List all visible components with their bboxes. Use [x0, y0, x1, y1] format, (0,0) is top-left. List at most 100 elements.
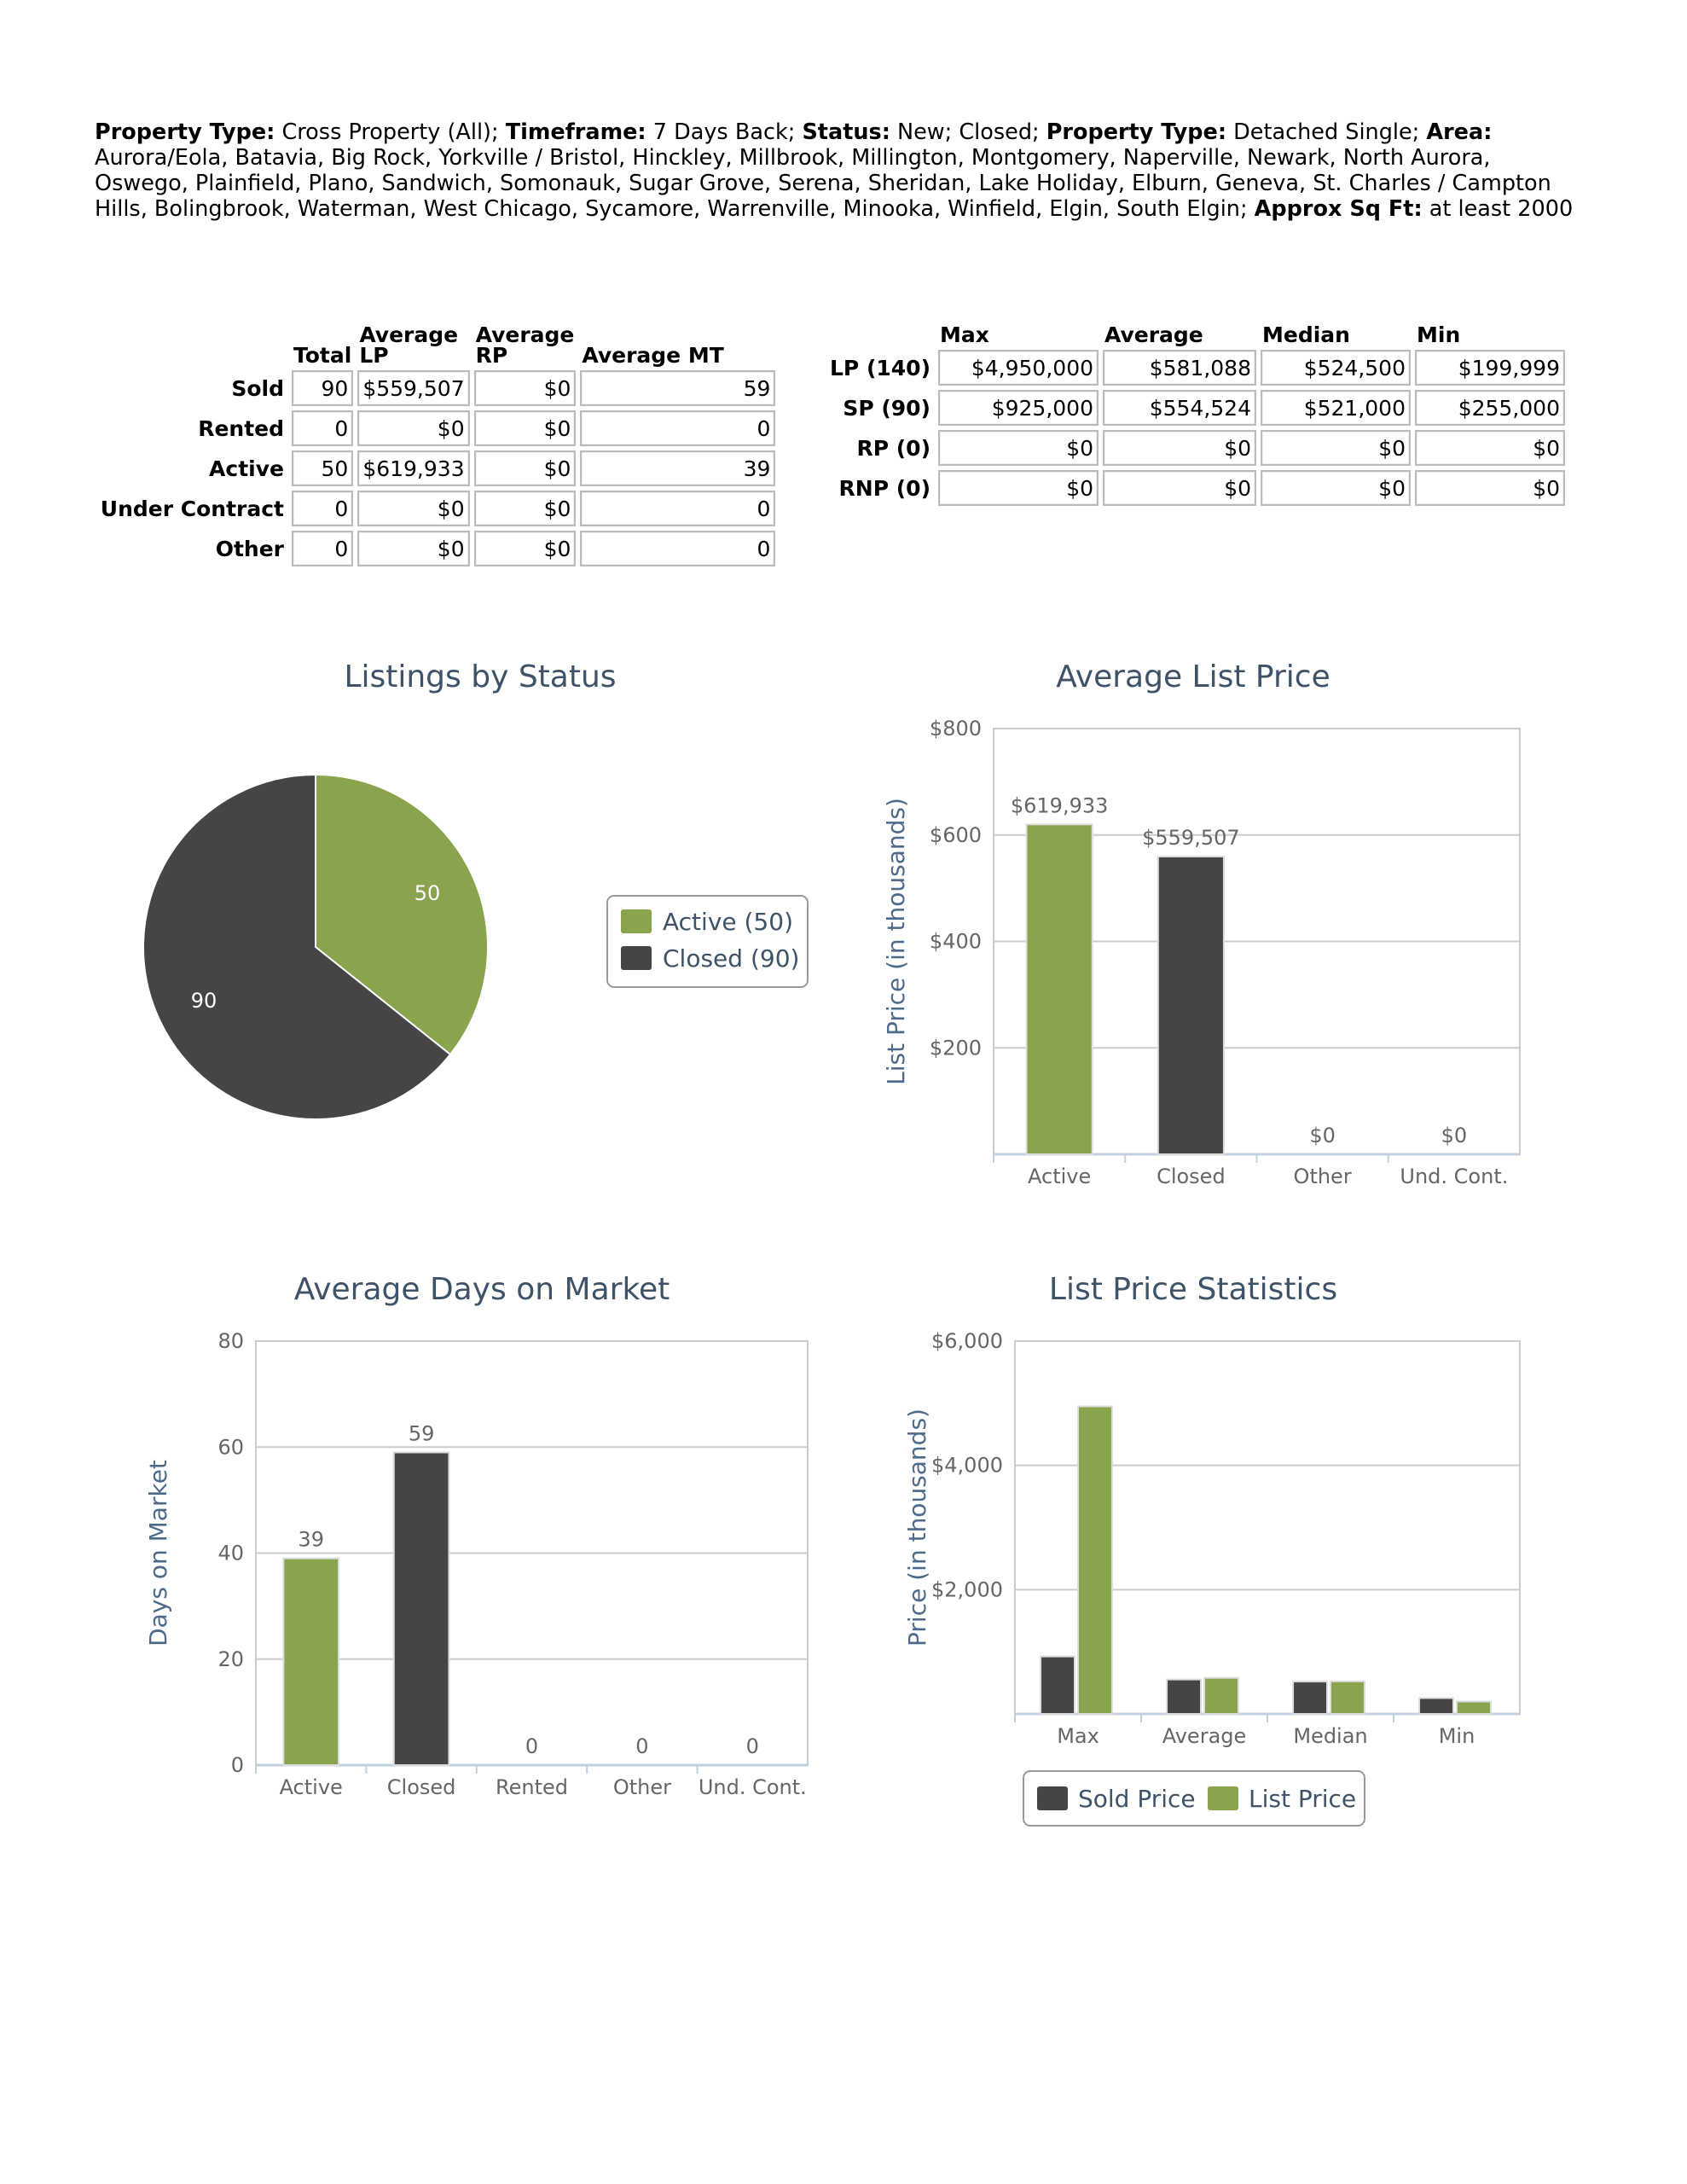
- y-axis-title: Price (in thousands): [903, 1409, 931, 1647]
- cell: $0: [473, 410, 577, 446]
- legend-label: Active (50): [663, 908, 793, 936]
- cell: $559,507: [357, 370, 470, 406]
- x-tick-label: Average: [1162, 1724, 1247, 1748]
- x-tick-label: Other: [613, 1775, 671, 1799]
- data-label: 0: [746, 1734, 759, 1758]
- cell: $0: [1415, 430, 1565, 466]
- x-tick-label: Und. Cont.: [699, 1775, 807, 1799]
- cell: $0: [357, 410, 470, 446]
- row: SP (90) $925,000 $554,524 $521,000 $255,000: [821, 390, 1565, 426]
- legend-label: Closed (90): [663, 944, 799, 973]
- data-label: 0: [525, 1734, 538, 1758]
- y-tick-label: 0: [231, 1753, 244, 1777]
- y-tick-label: 80: [217, 1329, 244, 1353]
- row-label: RNP (0): [838, 475, 930, 501]
- x-tick-label: Max: [1057, 1724, 1099, 1748]
- y-tick-label: $4,000: [931, 1454, 1003, 1478]
- column-header: Average: [1104, 322, 1203, 347]
- x-tick-label: Other: [1294, 1165, 1352, 1188]
- legend-box: [606, 895, 809, 988]
- y-tick-label: 20: [217, 1647, 244, 1671]
- legend-label: List Price: [1249, 1785, 1356, 1813]
- y-tick-label: $400: [930, 930, 982, 954]
- data-label: 59: [409, 1421, 435, 1445]
- cell: $521,000: [1261, 390, 1411, 426]
- cell: $4,950,000: [938, 350, 1099, 386]
- column-header: Max: [940, 322, 989, 347]
- y-axis-title: List Price (in thousands): [882, 798, 910, 1085]
- column-header: Median: [1262, 322, 1350, 347]
- row: RNP (0) $0 $0 $0 $0: [821, 470, 1565, 506]
- bar: [1040, 1655, 1076, 1715]
- pie-slice: [142, 773, 452, 1120]
- y-tick-label: 40: [217, 1542, 244, 1565]
- status-table: Total Average LP Average RP Average MT Sold 9…: [90, 321, 780, 571]
- cell: $0: [473, 491, 577, 526]
- column-header: Min: [1417, 322, 1461, 347]
- bar: [1025, 823, 1093, 1155]
- column-header: Total: [293, 343, 352, 368]
- cell: $0: [473, 531, 577, 566]
- criteria-label: Timeframe:: [505, 119, 646, 145]
- cell: 90: [292, 370, 354, 406]
- cell: 59: [580, 370, 776, 406]
- row: Under Contract 0 $0 $0 0: [95, 491, 776, 526]
- y-tick-label: $2,000: [931, 1577, 1003, 1601]
- criteria-value: Detached Single;: [1233, 119, 1420, 145]
- cell: 0: [580, 410, 776, 446]
- criteria-label: Area:: [1426, 119, 1493, 145]
- criteria-label: Approx Sq Ft:: [1254, 196, 1423, 222]
- chart-title: Listings by Status: [344, 659, 616, 694]
- cell: $0: [1103, 430, 1256, 466]
- chart-title: Average Days on Market: [294, 1272, 670, 1307]
- criteria-value: Aurora/Eola, Batavia, Big Rock, Yorkvill…: [95, 145, 1551, 222]
- cell: $524,500: [1261, 350, 1411, 386]
- cell: $255,000: [1415, 390, 1565, 426]
- cell: $925,000: [938, 390, 1099, 426]
- criteria-label: Property Type:: [1046, 119, 1227, 145]
- cell: $0: [938, 430, 1099, 466]
- bar: [1077, 1405, 1113, 1715]
- cell: $0: [1261, 430, 1411, 466]
- x-tick-label: Active: [280, 1775, 343, 1799]
- column-header: Average MT: [582, 343, 724, 368]
- row-label: Under Contract: [100, 496, 284, 521]
- cell: $0: [1415, 470, 1565, 506]
- legend-swatch: [1208, 1786, 1238, 1810]
- row-label: Rented: [198, 415, 284, 441]
- cell: $0: [473, 450, 577, 486]
- cell: 50: [292, 450, 354, 486]
- row: Other 0 $0 $0 0: [95, 531, 776, 566]
- legend-swatch: [621, 909, 652, 933]
- data-label: $559,507: [1142, 826, 1240, 850]
- bar: [1418, 1697, 1455, 1715]
- x-tick-label: Und. Cont.: [1400, 1165, 1508, 1188]
- y-tick-label: $6,000: [931, 1329, 1003, 1353]
- data-label: $619,933: [1011, 793, 1109, 817]
- x-tick-label: Closed: [1157, 1165, 1226, 1188]
- row-label: Sold: [231, 375, 284, 401]
- cell: 0: [292, 491, 354, 526]
- criteria-value: 7 Days Back;: [652, 119, 796, 145]
- legend-swatch: [621, 946, 652, 970]
- row-label: RP (0): [856, 435, 930, 461]
- criteria-value: at least 2000: [1429, 196, 1574, 222]
- y-axis-title: Days on Market: [144, 1460, 172, 1647]
- row-label: LP (140): [830, 355, 930, 380]
- column-header: Average RP: [475, 322, 575, 368]
- x-tick-label: Min: [1439, 1724, 1475, 1748]
- criteria-value: Cross Property (All);: [281, 119, 499, 145]
- price-table: Max Average Median Min LP (140) $4,950,000 $58…: [817, 321, 1569, 510]
- pie-slice: [315, 773, 489, 1056]
- header-row: Total Average LP Average RP Average MT: [95, 322, 775, 368]
- data-label: $0: [1309, 1124, 1336, 1147]
- row: Sold 90 $559,507 $0 59: [95, 370, 776, 406]
- criteria-value: New; Closed;: [897, 119, 1040, 145]
- data-label: 90: [191, 989, 217, 1013]
- y-tick-label: 60: [217, 1435, 244, 1459]
- bar: [282, 1557, 340, 1767]
- cell: $554,524: [1103, 390, 1256, 426]
- y-tick-label: $600: [930, 823, 982, 847]
- bar: [1203, 1676, 1239, 1715]
